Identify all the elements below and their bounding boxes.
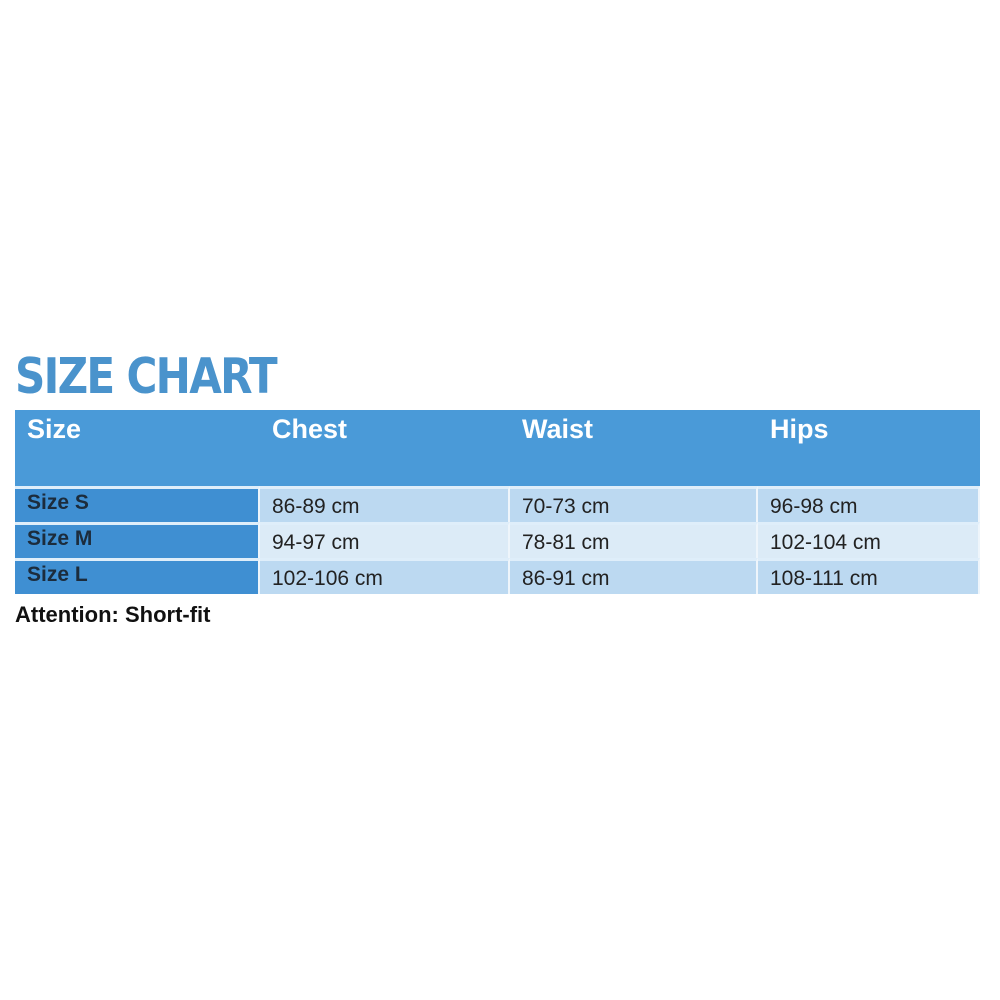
waist-cell: 78-81 cm [510,522,758,558]
hips-cell: 96-98 cm [758,486,980,522]
hips-cell: 108-111 cm [758,558,980,594]
waist-cell: 70-73 cm [510,486,758,522]
page-title: SIZE CHART [15,348,278,405]
size-chart-table: Size Chest Waist Hips Size S 86-89 cm 70… [15,410,980,594]
chest-cell: 102-106 cm [260,558,510,594]
hips-cell: 102-104 cm [758,522,980,558]
header-chest: Chest [260,410,510,486]
waist-cell: 86-91 cm [510,558,758,594]
table-row: Size S 86-89 cm 70-73 cm 96-98 cm [15,486,980,522]
header-size: Size [15,410,260,486]
table-row: Size M 94-97 cm 78-81 cm 102-104 cm [15,522,980,558]
header-hips: Hips [758,410,980,486]
size-cell: Size M [15,522,260,558]
table-header-row: Size Chest Waist Hips [15,410,980,486]
size-cell: Size L [15,558,260,594]
size-cell: Size S [15,486,260,522]
header-waist: Waist [510,410,758,486]
chest-cell: 94-97 cm [260,522,510,558]
fit-note: Attention: Short-fit [15,602,211,627]
chest-cell: 86-89 cm [260,486,510,522]
table-row: Size L 102-106 cm 86-91 cm 108-111 cm [15,558,980,594]
